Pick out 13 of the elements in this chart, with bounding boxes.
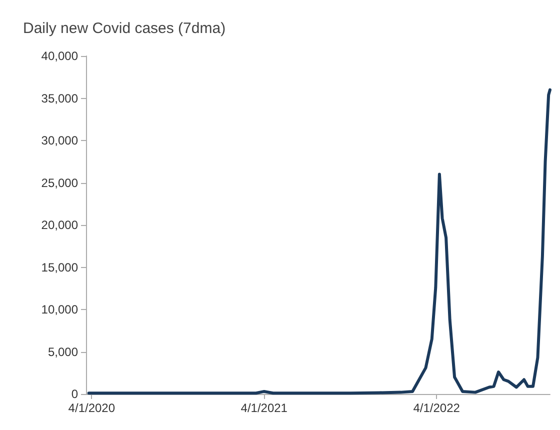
- chart-title: Daily new Covid cases (7dma): [23, 20, 226, 37]
- y-tick-label: 20,000: [41, 218, 78, 232]
- y-tick-label: 25,000: [41, 176, 78, 190]
- y-tick-label: 0: [71, 387, 78, 401]
- x-tick-label: 4/1/2021: [240, 401, 288, 415]
- y-tick-label: 40,000: [41, 49, 78, 63]
- y-tick-label: 30,000: [41, 134, 78, 148]
- y-tick-label: 35,000: [41, 91, 78, 106]
- x-tick-label: 4/1/2020: [68, 401, 116, 415]
- y-tick-label: 15,000: [41, 260, 78, 274]
- y-tick-label: 10,000: [41, 302, 78, 316]
- x-tick-label: 4/1/2022: [413, 401, 460, 415]
- y-tick-label: 5,000: [48, 344, 78, 359]
